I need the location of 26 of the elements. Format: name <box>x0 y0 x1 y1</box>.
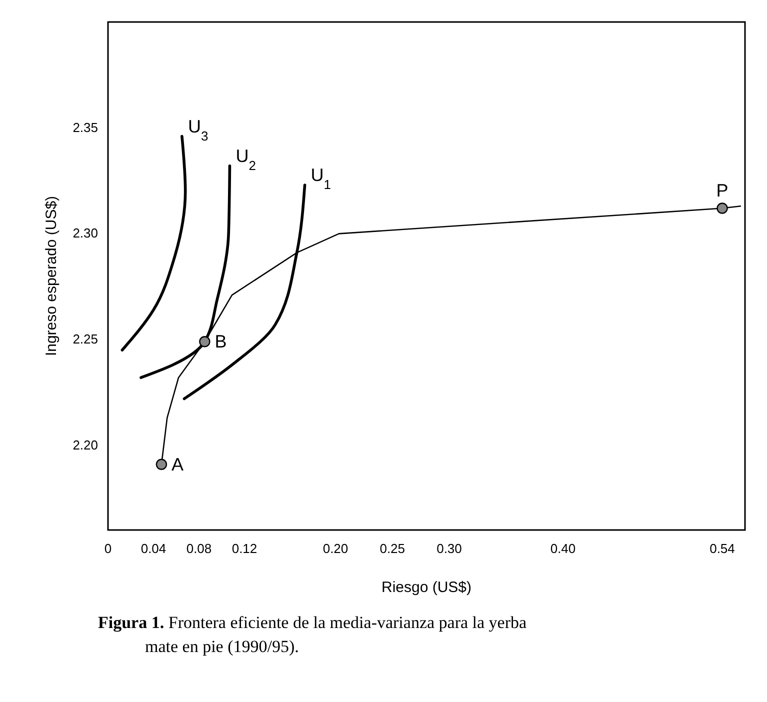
x-tick-label: 0.30 <box>436 541 462 556</box>
annotation: B <box>214 332 227 352</box>
annotation: U$_{3}$ <box>188 116 208 143</box>
y-tick-label: 2.25 <box>72 332 98 346</box>
annotation: U$_{1}$ <box>310 164 332 192</box>
x-tick-label: 0.25 <box>380 541 406 556</box>
x-tick-label: 0.40 <box>550 541 576 556</box>
annotation: U$_{2}$ <box>236 146 256 172</box>
line-series <box>120 134 187 352</box>
annotation: A <box>171 454 184 474</box>
y-axis-title: Ingreso esperado (US$) <box>43 196 60 356</box>
annotation: P <box>716 180 728 200</box>
point <box>199 336 210 348</box>
x-tick-label: 0.08 <box>186 541 212 556</box>
y-tick-label: 2.20 <box>72 437 98 452</box>
x-axis-title: Riesgo (US$) <box>381 579 472 596</box>
y-tick-label: 2.35 <box>72 120 98 135</box>
point <box>716 202 728 214</box>
x-tick-label: 0.20 <box>322 541 348 556</box>
text: Figura 1. Frontera eficiente de la media-varianza para la yerba mate en pie (1990/95). <box>98 613 528 656</box>
x-tick-label: 0.12 <box>232 541 258 556</box>
y-tick-label: 2.30 <box>72 226 98 241</box>
point <box>156 458 168 470</box>
x-tick-label: 0 <box>104 541 112 556</box>
x-tick-label: 0.04 <box>140 541 166 556</box>
x-tick-label: 0.54 <box>710 541 735 556</box>
